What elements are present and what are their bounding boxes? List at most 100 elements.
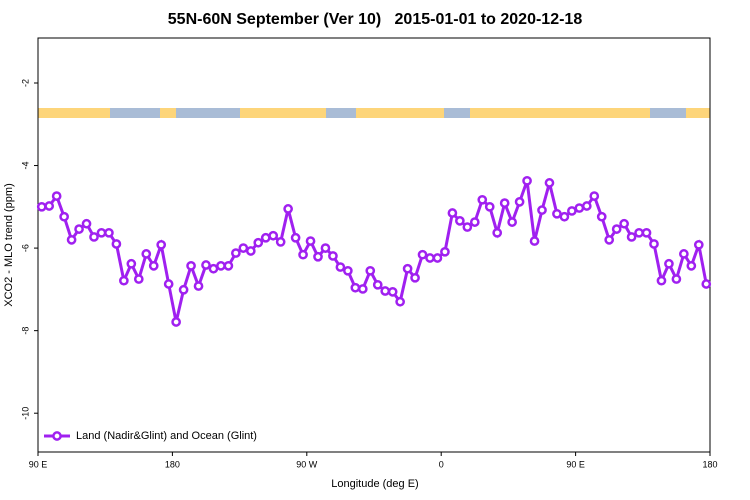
data-point bbox=[619, 218, 629, 229]
data-point bbox=[104, 227, 114, 238]
data-point bbox=[559, 211, 570, 222]
data-point bbox=[574, 203, 585, 213]
data-point bbox=[544, 178, 555, 188]
data-point bbox=[313, 251, 323, 262]
data-point bbox=[290, 232, 301, 243]
data-point bbox=[402, 263, 413, 274]
data-point bbox=[671, 274, 682, 284]
data-point bbox=[89, 232, 99, 242]
data-point bbox=[507, 217, 517, 227]
data-point bbox=[141, 249, 152, 259]
series-line bbox=[41, 180, 708, 323]
data-point bbox=[440, 246, 450, 257]
data-point bbox=[357, 284, 368, 294]
data-point bbox=[410, 272, 420, 283]
y-tick-label: -6 bbox=[20, 244, 30, 252]
land-ocean-strip bbox=[38, 108, 710, 118]
data-point bbox=[634, 227, 644, 238]
data-point bbox=[664, 258, 674, 269]
data-point bbox=[701, 279, 712, 289]
data-point bbox=[51, 191, 62, 201]
data-point bbox=[484, 201, 495, 212]
plot-frame bbox=[37, 37, 711, 453]
data-point bbox=[335, 262, 346, 272]
data-point bbox=[111, 239, 122, 249]
data-point bbox=[275, 237, 286, 247]
data-point bbox=[596, 211, 607, 222]
data-point bbox=[178, 284, 189, 295]
data-point bbox=[649, 239, 659, 249]
y-axis-label: XCO2 - MLO trend (ppm) bbox=[3, 183, 15, 306]
data-point bbox=[537, 205, 547, 215]
data-point bbox=[365, 265, 376, 276]
data-point bbox=[679, 249, 689, 259]
data-point bbox=[477, 194, 488, 205]
x-tick-label: 180 bbox=[165, 459, 180, 469]
data-point bbox=[66, 234, 77, 245]
data-point bbox=[253, 237, 264, 248]
data-point bbox=[238, 243, 249, 253]
data-point bbox=[96, 227, 107, 238]
data-point bbox=[208, 263, 219, 274]
data-point bbox=[611, 224, 622, 234]
data-point bbox=[156, 239, 167, 250]
data-point bbox=[59, 211, 69, 222]
legend-label: Land (Nadir&Glint) and Ocean (Glint) bbox=[76, 430, 257, 442]
data-point bbox=[74, 224, 84, 234]
data-point bbox=[328, 251, 338, 261]
data-point bbox=[455, 216, 465, 226]
data-point bbox=[260, 232, 271, 243]
data-point bbox=[171, 317, 181, 327]
data-point bbox=[119, 275, 129, 286]
data-point bbox=[372, 279, 383, 290]
legend-marker bbox=[52, 431, 62, 441]
data-point bbox=[193, 281, 204, 291]
data-point bbox=[148, 260, 159, 271]
data-point bbox=[514, 197, 525, 207]
data-point bbox=[417, 249, 428, 260]
data-point bbox=[522, 175, 532, 186]
data-point bbox=[350, 282, 361, 293]
data-point bbox=[126, 258, 137, 269]
data-point bbox=[298, 249, 308, 260]
data-point bbox=[447, 208, 458, 218]
data-point bbox=[133, 274, 144, 284]
data-point bbox=[626, 232, 637, 242]
data-point bbox=[245, 246, 256, 256]
data-point bbox=[529, 236, 540, 246]
data-point bbox=[36, 201, 47, 212]
data-point bbox=[387, 286, 398, 297]
x-tick-label: 180 bbox=[702, 459, 717, 469]
data-point bbox=[231, 248, 241, 258]
data-point bbox=[395, 296, 405, 307]
data-point bbox=[462, 222, 473, 232]
data-point bbox=[268, 230, 279, 241]
data-point bbox=[641, 227, 652, 238]
data-point bbox=[163, 279, 174, 289]
data-point bbox=[186, 260, 196, 271]
data-point bbox=[425, 253, 435, 263]
data-point bbox=[589, 191, 600, 201]
x-tick-label: 0 bbox=[439, 459, 444, 469]
y-tick-label: -4 bbox=[20, 162, 30, 170]
data-point bbox=[380, 286, 391, 296]
data-point bbox=[81, 218, 92, 229]
data-point bbox=[320, 243, 331, 253]
data-point bbox=[343, 265, 353, 276]
x-tick-label: 90 E bbox=[566, 459, 585, 469]
chart-title: 55N-60N September (Ver 10) 2015-01-01 to… bbox=[168, 11, 583, 28]
data-point bbox=[469, 217, 480, 227]
x-tick-label: 90 W bbox=[296, 459, 318, 469]
data-point bbox=[552, 208, 562, 219]
data-point bbox=[283, 204, 293, 214]
data-point bbox=[201, 260, 211, 270]
data-point bbox=[686, 260, 697, 271]
data-point bbox=[305, 236, 316, 246]
data-point bbox=[44, 201, 55, 211]
data-point bbox=[432, 253, 443, 263]
y-tick-label: -8 bbox=[20, 327, 30, 335]
data-point bbox=[604, 234, 615, 245]
y-tick-label: -2 bbox=[20, 79, 30, 87]
data-point bbox=[656, 275, 667, 286]
